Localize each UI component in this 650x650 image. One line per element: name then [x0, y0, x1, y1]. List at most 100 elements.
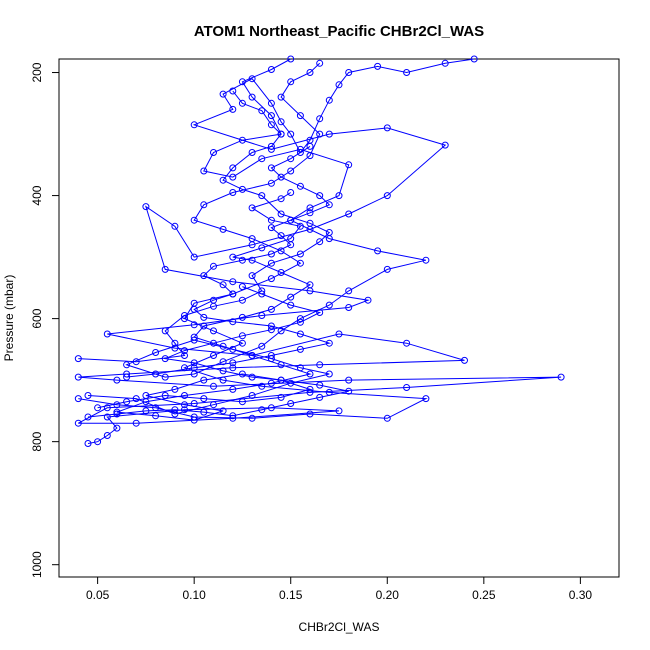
data-point [287, 400, 295, 407]
data-point [345, 387, 353, 395]
data-point [238, 185, 246, 193]
series-6 [123, 142, 333, 381]
data-point [403, 339, 411, 347]
data-point [103, 330, 111, 338]
data-point [74, 419, 82, 427]
data-point [229, 359, 237, 367]
data-point [277, 195, 285, 203]
data-point [113, 410, 121, 418]
data-point [296, 318, 304, 326]
data-point [171, 410, 179, 418]
data-point [84, 413, 92, 421]
data-point [229, 105, 237, 113]
data-point [210, 401, 217, 409]
data-point [296, 222, 304, 230]
data-point [229, 278, 237, 286]
data-point [152, 370, 160, 378]
data-point [277, 376, 285, 384]
data-point [267, 275, 275, 283]
y-tick-label: 600 [30, 308, 44, 328]
data-point [210, 352, 217, 359]
data-point [181, 352, 188, 359]
data-point [316, 393, 324, 401]
data-point [461, 356, 468, 364]
data-point [190, 121, 198, 129]
data-point [287, 379, 295, 387]
series-line [97, 192, 312, 421]
data-point [258, 382, 266, 390]
data-point [238, 296, 246, 304]
data-point [113, 376, 121, 384]
data-point [258, 290, 266, 298]
data-point [403, 384, 411, 391]
data-point [422, 256, 430, 264]
series-5 [74, 87, 333, 366]
data-point [325, 130, 333, 138]
data-point [296, 330, 304, 338]
data-point [219, 367, 227, 375]
data-point [161, 355, 169, 363]
x-tick-label: 0.05 [86, 588, 110, 602]
data-point [316, 59, 324, 67]
data-point [277, 232, 285, 240]
data-point [383, 414, 391, 422]
data-point [248, 235, 256, 243]
data-point [113, 424, 121, 432]
data-point [316, 192, 324, 200]
data-point [152, 349, 160, 356]
series-line [87, 58, 427, 415]
data-point [403, 69, 411, 76]
series-line [78, 90, 331, 363]
data-point [132, 358, 140, 366]
series-7 [84, 283, 353, 421]
data-point [277, 327, 285, 335]
data-point [142, 203, 150, 211]
data-point [238, 99, 246, 107]
data-point [316, 361, 324, 369]
series-4 [94, 189, 314, 424]
data-point [181, 406, 188, 414]
data-point [219, 176, 227, 184]
data-point [325, 229, 333, 236]
data-point [345, 287, 353, 295]
data-point [267, 66, 275, 73]
data-point [229, 189, 237, 196]
data-point [306, 69, 314, 76]
data-point [123, 398, 131, 406]
data-point [325, 301, 333, 309]
data-point [267, 99, 275, 107]
x-tick-label: 0.15 [279, 588, 303, 602]
data-point [161, 327, 169, 335]
data-point [103, 404, 111, 412]
data-point [306, 281, 314, 289]
data-point [219, 225, 227, 233]
data-point [277, 173, 285, 181]
data-point [316, 381, 324, 389]
data-point [229, 318, 237, 326]
y-tick-label: 400 [30, 185, 44, 205]
data-point [287, 155, 295, 163]
data-point [229, 364, 237, 372]
data-point [84, 440, 92, 447]
data-point [123, 361, 131, 369]
data-point [200, 322, 208, 330]
data-point [374, 62, 382, 70]
x-tick-label: 0.20 [376, 588, 400, 602]
data-point [210, 382, 217, 390]
data-point [181, 312, 188, 319]
data-point [200, 395, 208, 403]
data-point [306, 152, 314, 160]
data-point [267, 164, 275, 172]
data-point [316, 115, 324, 123]
data-point [316, 238, 324, 246]
data-point [238, 339, 246, 347]
data-point [306, 219, 314, 227]
data-point [422, 395, 430, 403]
data-point [238, 256, 246, 264]
chart-title: ATOM1 Northeast_Pacific CHBr2Cl_WAS [194, 23, 484, 40]
data-point [287, 130, 295, 138]
data-point [248, 352, 256, 359]
data-point [557, 373, 565, 381]
data-point [306, 209, 314, 217]
